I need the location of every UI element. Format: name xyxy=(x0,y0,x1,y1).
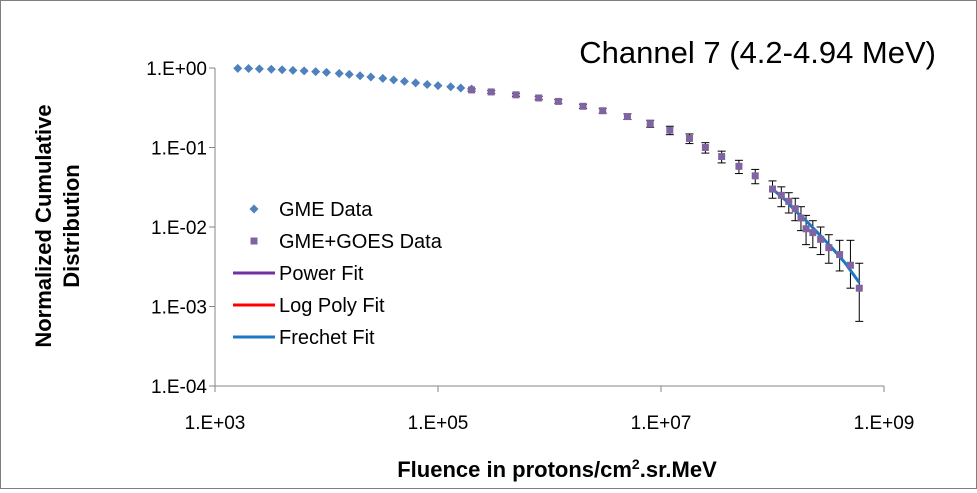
x-axis-title-rest: .sr.MeV xyxy=(640,457,717,482)
legend-gme-data-label: GME Data xyxy=(279,199,373,221)
gme-goes-data-point xyxy=(817,235,825,243)
gme-data-point xyxy=(244,64,254,74)
gme-goes-data-point xyxy=(666,126,674,134)
gme-data-point xyxy=(422,80,432,90)
gme-goes-data-point xyxy=(646,120,654,128)
gme-goes-data-point xyxy=(579,102,587,110)
chart-title: Channel 7 (4.2-4.94 MeV) xyxy=(579,35,936,70)
y-tick-label: 1.E-03 xyxy=(151,298,207,319)
plot-area xyxy=(233,63,864,322)
gme-goes-data-point xyxy=(777,191,785,199)
gme-data-point xyxy=(299,66,309,76)
gme-data-point xyxy=(399,76,409,86)
gme-goes-data-point xyxy=(809,229,817,237)
gme-data-point xyxy=(378,73,388,83)
axes: 1.E+00 1.E-01 1.E-02 1.E-03 1.E-04 1.E+03 1.E+… xyxy=(146,59,914,434)
gme-data-point xyxy=(311,67,321,77)
gme-data-point xyxy=(266,64,276,74)
legend-frechet-fit-label: Frechet Fit xyxy=(279,327,375,349)
gme-goes-data-point xyxy=(554,97,562,105)
gme-goes-data-point xyxy=(623,113,631,121)
y-axis-title: Normalized Cumulative Distribution xyxy=(31,104,84,347)
x-tick-label: 1.E+03 xyxy=(185,413,246,434)
gme-data-point xyxy=(277,65,287,75)
gme-data-point xyxy=(334,68,344,78)
x-axis-title-main: Fluence in protons/cm xyxy=(397,457,632,482)
gme-data-point xyxy=(456,83,466,93)
gme-goes-data-point xyxy=(836,251,844,259)
gme-data-point xyxy=(254,64,264,74)
gme-data-point xyxy=(366,72,376,82)
legend-log-poly-fit-label: Log Poly Fit xyxy=(279,295,385,317)
x-tick-label: 1.E+09 xyxy=(854,413,915,434)
legend: GME Data GME+GOES Data Power Fit Log Poly F… xyxy=(233,199,443,349)
gme-data-point xyxy=(389,75,399,85)
gme-data-point xyxy=(288,65,298,75)
gme-goes-data-point xyxy=(535,94,543,102)
y-axis-title-line-1: Normalized Cumulative xyxy=(31,104,56,347)
gme-goes-data-point xyxy=(701,144,709,151)
gme-goes-data-point xyxy=(791,205,799,213)
gme-goes-data-point xyxy=(512,91,520,99)
gme-goes-data-point xyxy=(802,225,810,233)
gme-goes-data-point xyxy=(785,197,793,205)
gme-data-point xyxy=(433,81,443,91)
legend-power-fit-label: Power Fit xyxy=(279,263,364,285)
y-axis-title-line-2: Distribution xyxy=(59,164,84,287)
y-tick-label: 1.E+00 xyxy=(146,59,207,80)
gme-goes-data-point xyxy=(599,107,607,115)
legend-gme-goes-data-label: GME+GOES Data xyxy=(279,231,443,253)
gme-goes-data-point xyxy=(685,134,693,142)
gme-data-point xyxy=(233,63,243,73)
gme-data-point xyxy=(446,82,456,92)
legend-gme-goes-data-swatch xyxy=(250,237,258,245)
gme-goes-data-point xyxy=(797,214,805,222)
gme-goes-data-point xyxy=(487,88,495,96)
y-tick-label: 1.E-02 xyxy=(151,218,207,239)
y-tick-label: 1.E-01 xyxy=(151,139,207,160)
gme-goes-data-point xyxy=(846,261,854,269)
gme-goes-data-point xyxy=(751,172,759,180)
gme-data-point xyxy=(322,67,331,77)
x-tick-label: 1.E+05 xyxy=(408,413,469,434)
gme-goes-data-point xyxy=(735,162,743,170)
gme-goes-data-point xyxy=(855,284,863,292)
gme-data-point xyxy=(411,78,421,88)
gme-data-point xyxy=(355,71,365,81)
gme-goes-data-point xyxy=(468,86,476,94)
gme-goes-data-point xyxy=(825,244,833,252)
gme-goes-data-point xyxy=(769,185,776,193)
x-axis-title-sup: 2 xyxy=(632,456,640,472)
x-axis-title: Fluence in protons/cm2.sr.MeV xyxy=(397,456,717,482)
gme-goes-data-point xyxy=(718,153,726,161)
y-tick-label: 1.E-04 xyxy=(151,377,207,398)
gme-data-point xyxy=(344,69,354,79)
x-tick-label: 1.E+07 xyxy=(631,413,692,434)
legend-gme-data-swatch xyxy=(249,204,259,214)
